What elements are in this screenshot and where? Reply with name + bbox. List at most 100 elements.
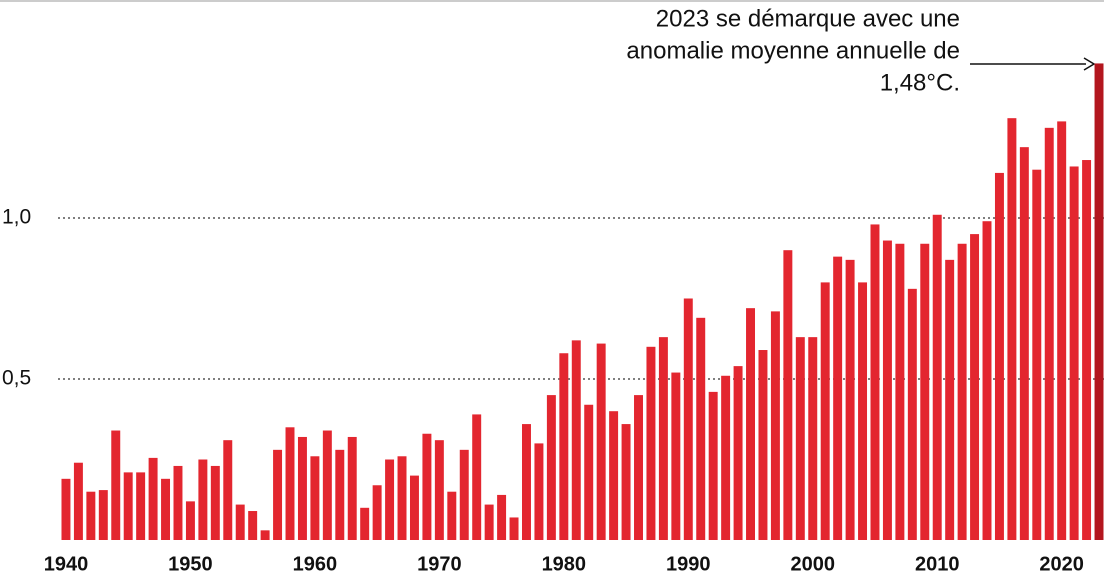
bar xyxy=(945,259,955,540)
bar xyxy=(497,494,507,540)
bar xyxy=(86,491,96,540)
bar xyxy=(310,456,320,540)
bar xyxy=(671,372,681,540)
bar xyxy=(1069,166,1079,541)
bar xyxy=(185,501,195,540)
bar xyxy=(858,282,868,540)
x-tick-label: 2010 xyxy=(915,553,960,575)
bar xyxy=(98,490,108,540)
bar xyxy=(733,366,743,540)
bar xyxy=(223,440,233,540)
bar xyxy=(708,391,718,540)
x-tick-label: 1950 xyxy=(168,553,213,575)
bar xyxy=(397,456,407,540)
bar xyxy=(957,243,967,540)
bar xyxy=(546,395,556,540)
bar xyxy=(658,337,668,540)
bar xyxy=(932,214,942,541)
arrow-head xyxy=(1083,57,1096,71)
bar xyxy=(895,243,905,540)
bar xyxy=(1044,127,1054,540)
bar xyxy=(123,472,133,540)
bar xyxy=(696,317,706,540)
bar xyxy=(322,430,332,540)
bar xyxy=(758,350,768,540)
bar xyxy=(198,459,208,540)
bar xyxy=(522,424,531,540)
bar xyxy=(833,256,843,540)
x-tick-label: 1980 xyxy=(542,553,587,575)
bar xyxy=(347,436,357,540)
bar xyxy=(646,346,656,540)
bar xyxy=(285,427,295,540)
bar xyxy=(409,475,419,540)
bar xyxy=(534,443,544,540)
y-tick-label: 1,0 xyxy=(2,206,31,229)
x-tick-label: 1960 xyxy=(293,553,338,575)
bar xyxy=(808,337,818,540)
bar xyxy=(795,337,805,540)
bar xyxy=(559,353,569,540)
annotation: 2023 se démarque avec une anomalie moyenn… xyxy=(626,5,960,96)
bar xyxy=(634,395,643,540)
bar xyxy=(907,288,917,540)
bar xyxy=(434,440,444,540)
bar xyxy=(1057,121,1067,540)
bar xyxy=(1007,118,1017,540)
bar xyxy=(447,491,457,540)
x-tick-label: 2000 xyxy=(791,553,836,575)
bar xyxy=(260,530,270,540)
bar xyxy=(148,457,158,540)
bar xyxy=(459,449,469,540)
bar xyxy=(472,414,482,540)
x-tick-label: 2020 xyxy=(1039,553,1084,575)
bar xyxy=(422,433,432,540)
bar xyxy=(360,507,370,540)
bar xyxy=(161,478,171,540)
bar xyxy=(210,465,220,540)
bar xyxy=(385,459,395,540)
bar xyxy=(683,298,693,540)
annotation-line: anomalie moyenne annuelle de xyxy=(626,37,960,64)
x-tick-label: 1970 xyxy=(417,553,462,575)
bar xyxy=(621,424,631,540)
bar xyxy=(982,221,992,540)
bar xyxy=(136,472,146,540)
bar xyxy=(1032,169,1042,540)
bar xyxy=(61,478,71,540)
bar xyxy=(609,411,619,540)
bar xyxy=(111,430,121,540)
bar xyxy=(335,449,345,540)
bar xyxy=(1019,147,1029,540)
bar xyxy=(820,282,830,540)
bar xyxy=(746,308,756,540)
bar xyxy=(297,436,307,540)
bar xyxy=(870,224,880,540)
bar xyxy=(235,504,245,540)
x-tick-label: 1990 xyxy=(666,553,711,575)
bar xyxy=(372,485,382,540)
bar xyxy=(994,172,1004,540)
bar xyxy=(845,259,855,540)
bar xyxy=(1082,160,1092,541)
bar xyxy=(571,340,581,540)
bar xyxy=(882,240,892,540)
bar xyxy=(73,462,83,540)
y-tick-label: 0,5 xyxy=(2,367,31,390)
bar xyxy=(721,375,731,540)
bar xyxy=(173,465,183,540)
bar xyxy=(584,404,594,540)
bar xyxy=(273,449,283,540)
bar xyxy=(596,343,606,540)
bar xyxy=(920,243,930,540)
bar xyxy=(970,234,980,540)
bar xyxy=(1094,63,1104,541)
annotation-line: 1,48°C. xyxy=(880,69,960,96)
bar xyxy=(509,517,519,540)
bar xyxy=(248,511,258,540)
bar xyxy=(770,311,780,540)
annotation-line: 2023 se démarque avec une xyxy=(656,5,960,32)
bar xyxy=(484,504,494,540)
x-tick-label: 1940 xyxy=(44,553,89,575)
